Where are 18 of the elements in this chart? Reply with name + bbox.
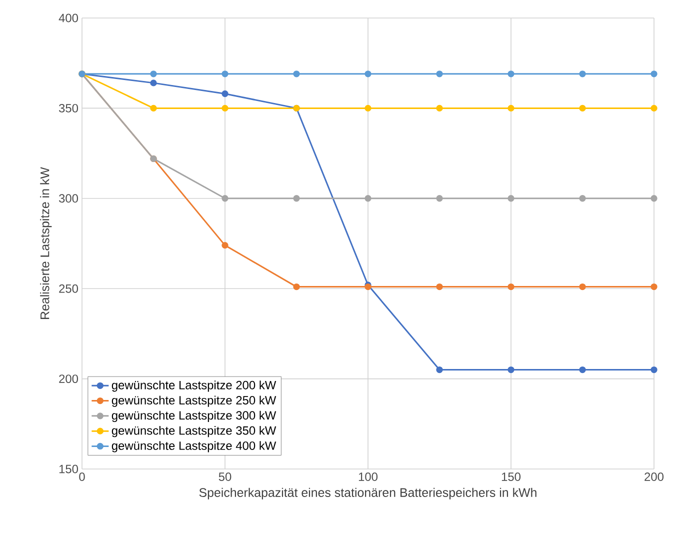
y-tick-label: 350	[58, 104, 78, 112]
y-tick-label: 300	[58, 194, 78, 203]
x-axis-title: Speicherkapazität eines stationären Batteriespeichers in kWh	[199, 488, 536, 500]
legend-label: gewünschte Lastspitze 300 kW	[112, 410, 276, 422]
x-tick-label: 100	[358, 472, 378, 481]
y-axis-title: Realisierte Lastspitze in kW	[40, 167, 52, 319]
x-tick-label: 150	[502, 472, 521, 481]
y-tick-label: 400	[58, 14, 78, 22]
legend-label: gewünschte Lastspitze 400 kW	[112, 441, 276, 452]
legend-label: gewünschte Lastspitze 200 kW	[112, 380, 276, 392]
legend-label: gewünschte Lastspitze 350 kW	[112, 426, 276, 438]
x-tick-label: 0	[79, 472, 85, 481]
x-tick-label: 200	[644, 472, 664, 481]
legend-label: gewünschte Lastspitze 250 kW	[112, 396, 276, 407]
y-tick-label: 250	[59, 284, 78, 293]
x-tick-label: 50	[218, 472, 232, 481]
y-tick-label: 200	[59, 374, 78, 384]
y-tick-label: 150	[59, 464, 78, 474]
